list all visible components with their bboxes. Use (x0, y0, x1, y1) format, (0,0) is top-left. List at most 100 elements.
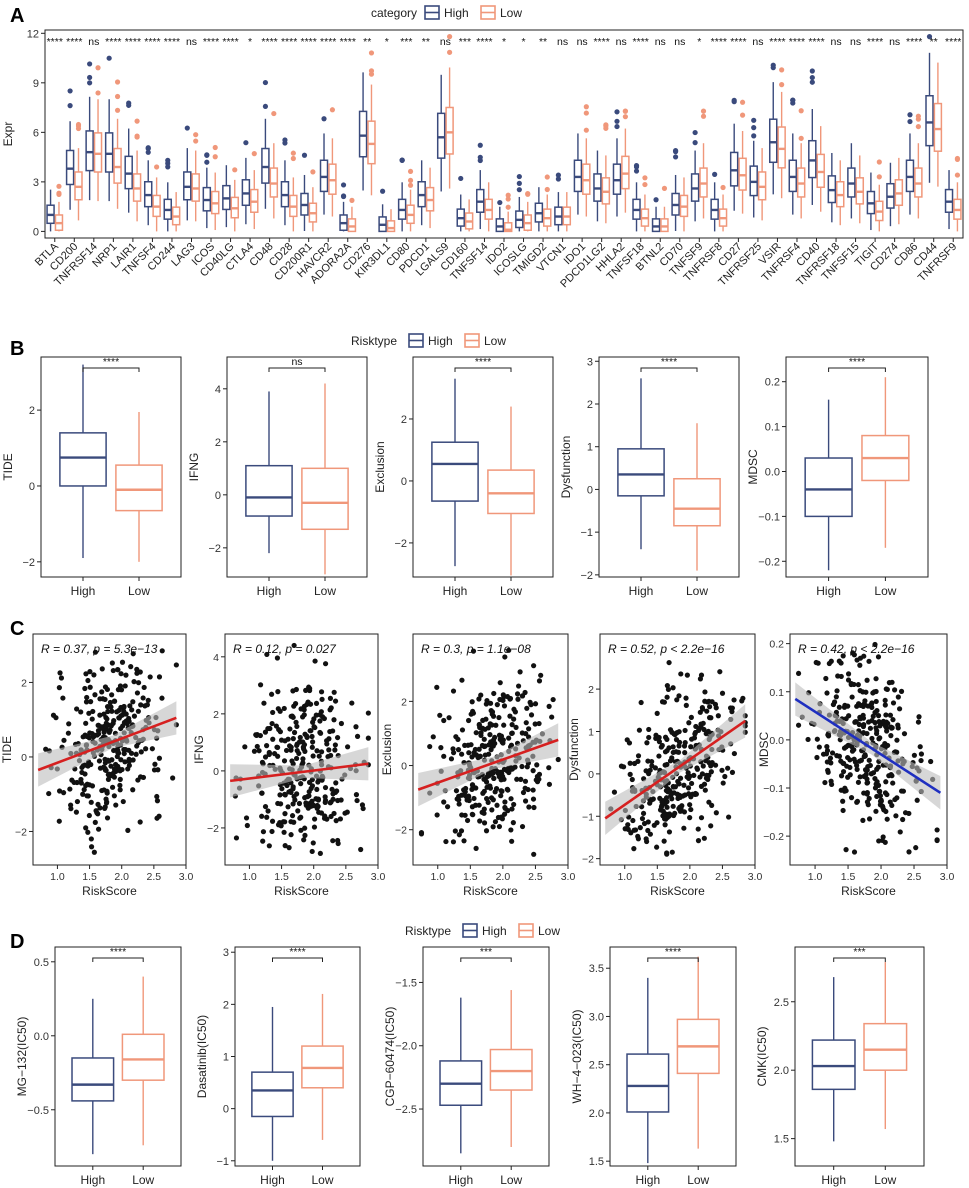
panelC-point (717, 669, 723, 675)
panelA-outlier (368, 50, 375, 56)
panelC-point (105, 708, 111, 715)
panel-letter-A: A (10, 5, 24, 27)
panelD-frame (54, 946, 182, 1167)
panelA-IDO2-high-box (495, 218, 505, 233)
panelC-point (104, 716, 110, 722)
panelC-point (269, 828, 275, 835)
panelA-sig-label: * (385, 36, 389, 48)
panelC-point (458, 828, 465, 834)
panelC-ylabel: MDSC (757, 732, 771, 768)
panelB-xtick-label: Low (500, 584, 522, 598)
panelC-point (345, 744, 351, 750)
panelC-point (455, 736, 461, 742)
panelC-point (484, 697, 490, 704)
panelC-xlabel: RiskScore (463, 884, 518, 898)
panelB-frame (40, 356, 182, 578)
panelA-sig-label: ** (539, 36, 547, 48)
panelC-point (644, 740, 650, 746)
panelC-point (134, 666, 140, 672)
panelC-point (522, 778, 529, 784)
panelC-point (519, 693, 525, 699)
panelC-point (506, 735, 512, 741)
panelC-point (685, 785, 692, 791)
panelC-point (934, 837, 940, 843)
panelC-point (684, 672, 690, 678)
panelC-point (532, 721, 538, 727)
panelB-sig-bracket (268, 367, 326, 372)
panelD-xtick-label: Low (687, 1173, 709, 1187)
panelB-xtick-label: High (629, 584, 654, 598)
panelD-low-box (121, 1033, 165, 1081)
panelA-outlier (106, 55, 112, 61)
panelB-ylabel: IFNG (187, 453, 201, 482)
panelC-annot-r: R = 0.52 (608, 642, 654, 656)
panelA-outlier (770, 65, 776, 71)
panelC-point (353, 724, 359, 730)
panelC-point (889, 773, 895, 779)
panelA-outlier (145, 145, 151, 152)
panelC-point (855, 682, 861, 688)
panelA-outlier (751, 125, 757, 131)
panelC-point (652, 765, 658, 771)
panelC-point (640, 810, 647, 817)
panelC-point (638, 699, 644, 706)
panelC-point (510, 820, 516, 826)
panelC-point (260, 838, 266, 844)
panelD-legend-title: Risktype (405, 924, 451, 938)
panelC-point (473, 845, 479, 851)
panelB-ytick-label: 0.0 (765, 466, 780, 478)
panelC-point (322, 661, 329, 667)
panelC-point (873, 808, 879, 814)
panelC-point (297, 815, 303, 821)
panelC-point (313, 700, 320, 707)
panelC-point (88, 699, 94, 705)
panelC-point (288, 832, 294, 838)
panelC-point (670, 784, 677, 790)
panelC-point (473, 730, 479, 736)
panelC-point (882, 697, 888, 704)
panelC-point (490, 824, 496, 830)
panelC-point (871, 689, 877, 695)
panelC-point (496, 714, 502, 721)
panelC-point (863, 689, 869, 695)
panelC-point (106, 758, 112, 764)
panelC-point (328, 752, 334, 759)
panelA-outlier (477, 154, 483, 160)
panelC-point (518, 776, 524, 783)
panelC-point (282, 843, 288, 849)
panelA-outlier (262, 103, 269, 110)
panelD-sig-label: **** (110, 946, 126, 958)
panelA-outlier (926, 34, 933, 40)
panelC-ytick-label: 0 (21, 752, 27, 764)
panelC-point (275, 689, 281, 695)
panelC-point (60, 790, 67, 796)
panelA-outlier (876, 174, 882, 180)
panelB-xtick-label: High (257, 584, 282, 598)
panelA-sig-label: ns (889, 36, 900, 48)
panelC-point (327, 800, 333, 806)
panelA-outlier (271, 110, 277, 117)
panelC-point (486, 742, 492, 748)
panelC-point (662, 734, 669, 740)
panelC-point (88, 844, 95, 850)
panelC-point (656, 739, 662, 745)
panelA-outlier (165, 157, 171, 163)
panelC-point (89, 783, 96, 789)
panelC-point (536, 771, 543, 777)
panelC-point (319, 777, 325, 783)
panelC-point (824, 747, 831, 754)
panelC-point (509, 838, 515, 844)
panelA-CD44-low-box (933, 102, 943, 152)
panelA-outlier (555, 172, 561, 178)
panelC-point (482, 752, 488, 758)
panelC-point (427, 743, 433, 750)
panelC-point (836, 658, 842, 664)
panelD-ytick-label: −1 (216, 1156, 229, 1168)
panelC-point (867, 725, 873, 731)
panelC-point (872, 709, 878, 716)
panelC-point (275, 744, 281, 751)
panelC-point (353, 792, 360, 798)
panelC-point (312, 816, 318, 822)
panelC-point (890, 717, 896, 723)
panelC-point (524, 705, 530, 711)
